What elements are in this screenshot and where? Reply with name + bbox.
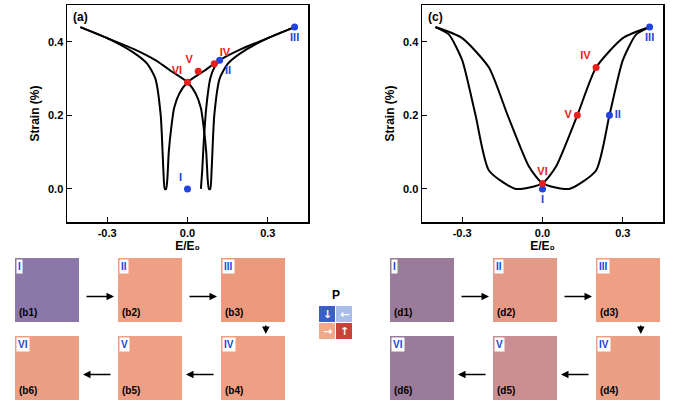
svg-text:0.3: 0.3 (615, 227, 630, 239)
svg-text:II: II (615, 108, 621, 120)
svg-text:(d5): (d5) (497, 385, 515, 396)
svg-text:IV: IV (224, 339, 234, 350)
svg-text:0.0: 0.0 (180, 227, 195, 239)
svg-text:I: I (541, 193, 544, 205)
svg-text:(c): (c) (428, 10, 443, 24)
svg-text:(d4): (d4) (600, 385, 618, 396)
svg-text:V: V (565, 108, 573, 120)
svg-text:(d1): (d1) (394, 307, 412, 318)
svg-text:III: III (224, 261, 233, 272)
svg-text:Strain (%): Strain (%) (383, 85, 397, 141)
svg-text:0.2: 0.2 (48, 109, 63, 121)
svg-text:0.0: 0.0 (535, 227, 550, 239)
svg-text:(b6): (b6) (19, 385, 37, 396)
svg-text:I: I (393, 261, 396, 272)
svg-text:↑: ↑ (340, 325, 349, 338)
svg-text:V: V (496, 339, 503, 350)
svg-text:VI: VI (393, 339, 403, 350)
svg-text:(b4): (b4) (225, 385, 243, 396)
svg-text:(b2): (b2) (122, 307, 140, 318)
svg-text:(b3): (b3) (225, 307, 243, 318)
svg-text:I: I (179, 171, 182, 183)
svg-text:III: III (599, 261, 608, 272)
svg-text:0.2: 0.2 (403, 109, 418, 121)
svg-text:(d2): (d2) (497, 307, 515, 318)
svg-text:IV: IV (580, 49, 591, 61)
svg-text:IV: IV (599, 339, 609, 350)
svg-text:I: I (18, 261, 21, 272)
svg-text:0.4: 0.4 (48, 36, 64, 48)
svg-text:V: V (121, 339, 128, 350)
svg-text:V: V (185, 53, 193, 65)
svg-text:(a): (a) (73, 10, 88, 24)
svg-text:VI: VI (18, 339, 28, 350)
svg-text:0.0: 0.0 (48, 183, 63, 195)
svg-text:IV: IV (220, 46, 231, 58)
svg-text:(b5): (b5) (122, 385, 140, 396)
svg-text:→: → (323, 325, 332, 338)
svg-text:Strain (%): Strain (%) (28, 85, 42, 141)
svg-text:II: II (225, 64, 231, 76)
svg-text:P: P (332, 288, 340, 302)
svg-text:0.0: 0.0 (403, 183, 418, 195)
svg-text:(d3): (d3) (600, 307, 618, 318)
svg-text:0.3: 0.3 (260, 227, 275, 239)
svg-text:VI: VI (172, 64, 182, 76)
svg-text:-0.3: -0.3 (98, 227, 117, 239)
svg-text:II: II (121, 261, 127, 272)
svg-text:0.4: 0.4 (403, 36, 419, 48)
svg-text:↓: ↓ (323, 308, 332, 321)
svg-text:VI: VI (537, 165, 547, 177)
svg-text:-0.3: -0.3 (453, 227, 472, 239)
svg-text:(d6): (d6) (394, 385, 412, 396)
svg-text:E/E₀: E/E₀ (530, 239, 555, 253)
svg-text:II: II (496, 261, 502, 272)
svg-text:E/E₀: E/E₀ (175, 239, 200, 253)
svg-text:(b1): (b1) (19, 307, 37, 318)
svg-text:III: III (290, 31, 299, 43)
svg-text:←: ← (340, 308, 349, 321)
svg-text:III: III (645, 31, 654, 43)
